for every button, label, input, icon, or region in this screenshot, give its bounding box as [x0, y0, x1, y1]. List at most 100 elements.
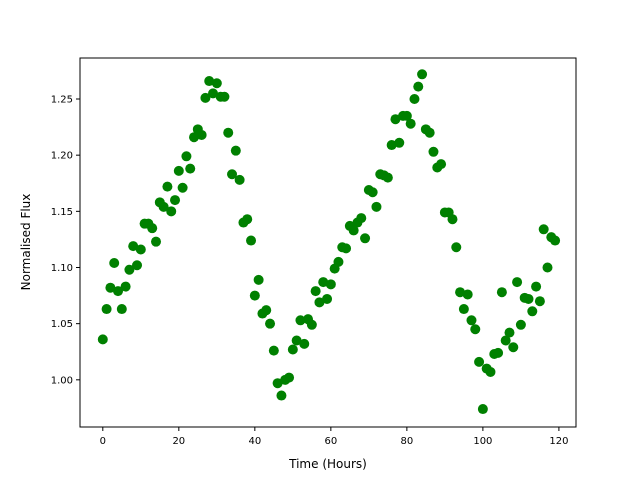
axes-frame: [79, 57, 577, 428]
y-tick-label: 1.10: [51, 263, 73, 274]
data-point: [409, 94, 420, 104]
data-point: [386, 140, 397, 151]
x-tick-label: 20: [172, 436, 185, 447]
data-point: [113, 286, 124, 297]
data-point: [162, 181, 173, 192]
y-tick-label: 1.20: [51, 151, 73, 162]
data-point: [234, 174, 245, 185]
data-point: [314, 297, 325, 308]
data-point: [185, 163, 196, 174]
data-point: [284, 372, 295, 383]
data-point: [474, 356, 485, 367]
data-point: [287, 344, 298, 355]
data-point: [550, 235, 561, 246]
data-point: [534, 296, 545, 307]
data-point: [132, 260, 143, 271]
data-point: [447, 214, 458, 225]
x-tick-label: 80: [400, 436, 413, 447]
data-point: [496, 287, 507, 298]
data-point: [276, 390, 287, 401]
y-tick-label: 1.15: [51, 207, 73, 218]
data-point: [189, 132, 200, 143]
y-tick-label: 1.00: [51, 375, 73, 386]
data-point: [196, 129, 207, 140]
data-point: [265, 318, 276, 329]
data-point: [318, 277, 329, 288]
x-tick-label: 60: [324, 436, 337, 447]
data-point: [230, 145, 241, 156]
data-point: [249, 290, 260, 301]
data-point: [261, 305, 272, 316]
data-point: [356, 213, 367, 224]
data-point: [158, 201, 169, 212]
data-point: [295, 315, 306, 326]
y-tick-label: 1.25: [51, 95, 73, 106]
data-point: [527, 306, 538, 317]
data-point: [382, 172, 393, 183]
data-point: [223, 127, 234, 138]
x-tick-label: 40: [248, 436, 261, 447]
data-point: [455, 287, 466, 298]
data-point: [310, 286, 321, 297]
x-axis-label: Time (Hours): [288, 457, 367, 471]
x-axis-ticks: 0 20 40 60 80 100 120: [100, 427, 568, 447]
data-point: [436, 159, 447, 170]
data-point: [322, 293, 333, 304]
data-point: [458, 304, 469, 315]
data-point: [151, 236, 162, 247]
data-point: [268, 345, 279, 356]
data-point: [367, 187, 378, 198]
data-point: [512, 277, 523, 288]
data-point: [135, 244, 146, 255]
data-point: [417, 69, 428, 80]
data-point: [101, 304, 112, 315]
data-point: [272, 378, 283, 389]
data-point: [181, 151, 192, 162]
data-point: [394, 137, 405, 148]
data-point: [493, 347, 504, 358]
data-point: [204, 76, 215, 87]
data-point: [105, 282, 116, 293]
data-point: [405, 118, 416, 129]
data-point: [166, 206, 177, 217]
data-point: [451, 242, 462, 253]
data-point: [531, 281, 542, 292]
data-point: [538, 224, 549, 235]
data-point: [348, 225, 359, 236]
data-point: [128, 241, 139, 252]
data-point: [504, 327, 515, 338]
data-point: [508, 342, 519, 353]
data-point: [470, 324, 481, 335]
data-point: [390, 114, 401, 125]
data-point: [219, 91, 230, 102]
data-point: [485, 366, 496, 377]
data-point: [109, 258, 120, 268]
data-point: [523, 293, 534, 304]
data-point: [462, 289, 473, 300]
x-tick-label: 120: [549, 436, 568, 447]
data-point: [291, 335, 302, 346]
data-point: [227, 169, 238, 180]
data-point: [208, 88, 219, 99]
data-point: [371, 201, 382, 212]
data-point: [211, 78, 222, 89]
data-point: [428, 146, 439, 157]
data-point: [124, 264, 135, 275]
data-point: [424, 127, 435, 138]
data-point: [120, 281, 131, 292]
data-point: [515, 319, 526, 330]
data-point: [341, 243, 352, 254]
data-point: [246, 235, 257, 246]
y-tick-label: 1.05: [51, 319, 73, 330]
data-point: [306, 319, 317, 330]
data-point: [242, 214, 253, 225]
x-tick-label: 100: [473, 436, 492, 447]
data-point: [147, 223, 158, 234]
data-point: [253, 274, 264, 285]
data-point: [177, 182, 188, 193]
data-point: [360, 233, 371, 244]
data-point: [200, 92, 211, 103]
data-point: [97, 334, 108, 345]
data-point: [413, 81, 424, 92]
